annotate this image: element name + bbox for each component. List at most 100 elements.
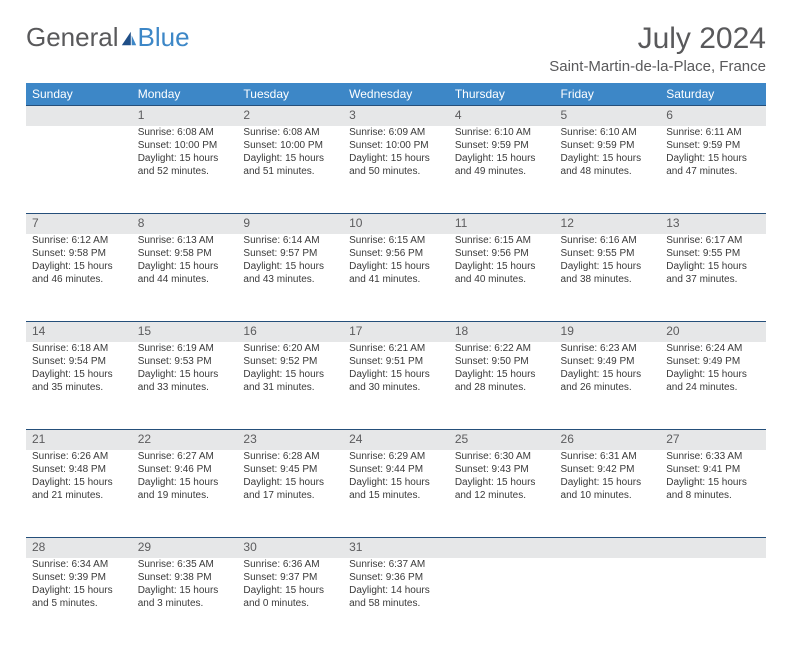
day-cell-line: Sunrise: 6:17 AM — [666, 234, 760, 247]
day-cell-line: Sunrise: 6:35 AM — [138, 558, 232, 571]
day-cell-line: and 10 minutes. — [561, 489, 655, 502]
day-cell-line: Daylight: 15 hours — [32, 476, 126, 489]
day-number: 2 — [237, 106, 343, 126]
day-cell-line: Sunrise: 6:27 AM — [138, 450, 232, 463]
day-cell-line: Sunrise: 6:08 AM — [138, 126, 232, 139]
logo: General Blue — [26, 22, 190, 53]
weekday-header: Tuesday — [237, 83, 343, 106]
day-cell-line: Sunrise: 6:20 AM — [243, 342, 337, 355]
weekday-header: Monday — [132, 83, 238, 106]
day-cell-line: and 58 minutes. — [349, 597, 443, 610]
day-cell-line: and 28 minutes. — [455, 381, 549, 394]
day-number: 26 — [555, 430, 661, 450]
day-cell-line: Sunrise: 6:14 AM — [243, 234, 337, 247]
day-number — [449, 538, 555, 558]
day-cell-line: Daylight: 15 hours — [243, 476, 337, 489]
day-cell-line: Sunrise: 6:10 AM — [455, 126, 549, 139]
day-cell: Sunrise: 6:10 AMSunset: 9:59 PMDaylight:… — [555, 126, 661, 214]
day-cell-line: Sunrise: 6:11 AM — [666, 126, 760, 139]
day-number: 17 — [343, 322, 449, 342]
day-cell-line: Daylight: 15 hours — [666, 368, 760, 381]
day-cell: Sunrise: 6:31 AMSunset: 9:42 PMDaylight:… — [555, 450, 661, 538]
day-cell: Sunrise: 6:17 AMSunset: 9:55 PMDaylight:… — [660, 234, 766, 322]
day-cell-line: Sunset: 9:36 PM — [349, 571, 443, 584]
day-cell-line: Daylight: 15 hours — [349, 476, 443, 489]
day-number: 30 — [237, 538, 343, 558]
title-block: July 2024 Saint-Martin-de-la-Place, Fran… — [549, 22, 766, 75]
day-number: 31 — [343, 538, 449, 558]
day-number: 1 — [132, 106, 238, 126]
day-cell-line: Daylight: 15 hours — [455, 152, 549, 165]
day-cell: Sunrise: 6:26 AMSunset: 9:48 PMDaylight:… — [26, 450, 132, 538]
day-cell-line: Sunset: 9:46 PM — [138, 463, 232, 476]
day-number: 22 — [132, 430, 238, 450]
calendar-body: 123456Sunrise: 6:08 AMSunset: 10:00 PMDa… — [26, 106, 766, 646]
day-cell-line: Sunrise: 6:09 AM — [349, 126, 443, 139]
day-cell-line: and 19 minutes. — [138, 489, 232, 502]
day-cell-line: and 41 minutes. — [349, 273, 443, 286]
day-cell-line: Daylight: 15 hours — [349, 260, 443, 273]
day-cell: Sunrise: 6:34 AMSunset: 9:39 PMDaylight:… — [26, 558, 132, 646]
day-number: 8 — [132, 214, 238, 234]
day-cell: Sunrise: 6:33 AMSunset: 9:41 PMDaylight:… — [660, 450, 766, 538]
day-cell: Sunrise: 6:20 AMSunset: 9:52 PMDaylight:… — [237, 342, 343, 430]
day-cell-line: Sunrise: 6:21 AM — [349, 342, 443, 355]
day-cell-line: Sunrise: 6:29 AM — [349, 450, 443, 463]
day-cell-line: and 35 minutes. — [32, 381, 126, 394]
day-cell-line: Daylight: 15 hours — [349, 152, 443, 165]
weekday-header: Saturday — [660, 83, 766, 106]
header: General Blue July 2024 Saint-Martin-de-l… — [26, 22, 766, 75]
day-cell: Sunrise: 6:37 AMSunset: 9:36 PMDaylight:… — [343, 558, 449, 646]
day-cell-line: Sunset: 9:38 PM — [138, 571, 232, 584]
day-cell-line: Daylight: 15 hours — [243, 584, 337, 597]
day-cell-line: Sunrise: 6:31 AM — [561, 450, 655, 463]
day-cell-line: and 3 minutes. — [138, 597, 232, 610]
day-cell-line: and 38 minutes. — [561, 273, 655, 286]
day-cell-line: Sunrise: 6:24 AM — [666, 342, 760, 355]
day-cell-line: Sunset: 9:49 PM — [561, 355, 655, 368]
day-cell-line: Daylight: 15 hours — [561, 152, 655, 165]
day-number-row: 123456 — [26, 106, 766, 126]
day-cell-line: and 50 minutes. — [349, 165, 443, 178]
day-number: 5 — [555, 106, 661, 126]
day-number: 15 — [132, 322, 238, 342]
day-cell-line: Daylight: 15 hours — [349, 368, 443, 381]
day-cell-line: and 17 minutes. — [243, 489, 337, 502]
day-cell-line: Sunrise: 6:12 AM — [32, 234, 126, 247]
day-number: 3 — [343, 106, 449, 126]
day-cell-line: Sunset: 10:00 PM — [349, 139, 443, 152]
day-cell-line: Sunset: 9:52 PM — [243, 355, 337, 368]
day-cell-line: Sunset: 9:37 PM — [243, 571, 337, 584]
day-cell: Sunrise: 6:15 AMSunset: 9:56 PMDaylight:… — [449, 234, 555, 322]
day-cell-line: Daylight: 15 hours — [561, 476, 655, 489]
day-number: 20 — [660, 322, 766, 342]
day-cell-line: and 46 minutes. — [32, 273, 126, 286]
day-number: 12 — [555, 214, 661, 234]
day-data-row: Sunrise: 6:34 AMSunset: 9:39 PMDaylight:… — [26, 558, 766, 646]
day-cell: Sunrise: 6:27 AMSunset: 9:46 PMDaylight:… — [132, 450, 238, 538]
day-number-row: 21222324252627 — [26, 430, 766, 450]
day-cell-line: Daylight: 15 hours — [243, 152, 337, 165]
day-cell — [555, 558, 661, 646]
day-cell-line: Daylight: 15 hours — [32, 260, 126, 273]
weekday-header: Friday — [555, 83, 661, 106]
calendar-page: General Blue July 2024 Saint-Martin-de-l… — [0, 0, 792, 656]
day-cell-line: Sunrise: 6:33 AM — [666, 450, 760, 463]
day-cell-line: Sunrise: 6:13 AM — [138, 234, 232, 247]
day-cell-line: and 37 minutes. — [666, 273, 760, 286]
day-number: 4 — [449, 106, 555, 126]
day-cell-line: Sunrise: 6:23 AM — [561, 342, 655, 355]
day-cell-line: Daylight: 15 hours — [455, 368, 549, 381]
day-cell-line: and 52 minutes. — [138, 165, 232, 178]
day-cell-line: Daylight: 15 hours — [243, 260, 337, 273]
day-cell-line: Daylight: 15 hours — [32, 584, 126, 597]
day-cell: Sunrise: 6:10 AMSunset: 9:59 PMDaylight:… — [449, 126, 555, 214]
day-cell-line: Daylight: 15 hours — [455, 260, 549, 273]
day-cell — [26, 126, 132, 214]
day-cell-line: and 33 minutes. — [138, 381, 232, 394]
day-cell-line: Sunset: 9:56 PM — [349, 247, 443, 260]
day-cell-line: Daylight: 15 hours — [666, 260, 760, 273]
day-number — [660, 538, 766, 558]
day-number: 9 — [237, 214, 343, 234]
day-cell: Sunrise: 6:08 AMSunset: 10:00 PMDaylight… — [132, 126, 238, 214]
